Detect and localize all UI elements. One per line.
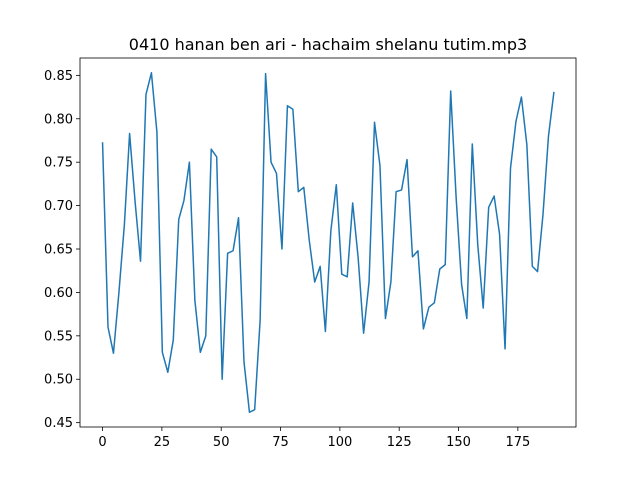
y-tick-label: 0.55 bbox=[44, 329, 73, 344]
y-tick-label: 0.85 bbox=[44, 69, 73, 84]
chart-title: 0410 hanan ben ari - hachaim shelanu tut… bbox=[129, 35, 527, 54]
y-tick-label: 0.70 bbox=[44, 199, 73, 214]
x-tick-label: 25 bbox=[154, 435, 171, 450]
x-tick-label: 175 bbox=[505, 435, 530, 450]
x-tick-label: 125 bbox=[387, 435, 412, 450]
x-tick-label: 100 bbox=[327, 435, 352, 450]
axes-frame bbox=[79, 57, 577, 428]
x-tick-label: 0 bbox=[98, 435, 106, 450]
plot-area bbox=[101, 72, 555, 413]
x-tick-label: 150 bbox=[446, 435, 471, 450]
y-tick-label: 0.80 bbox=[44, 112, 73, 127]
y-tick-label: 0.45 bbox=[44, 416, 73, 431]
y-tick-label: 0.50 bbox=[44, 373, 73, 388]
axes: 0 25 50 75 100 125 150 175 0.45 0.50 0.55 0.60 0.65 0… bbox=[44, 57, 577, 450]
series-line-0 bbox=[101, 72, 555, 413]
y-tick-label: 0.75 bbox=[44, 156, 73, 171]
x-tick-label: 50 bbox=[213, 435, 230, 450]
x-tick-label: 75 bbox=[272, 435, 289, 450]
y-tick-label: 0.60 bbox=[44, 286, 73, 301]
y-tick-label: 0.65 bbox=[44, 243, 73, 258]
